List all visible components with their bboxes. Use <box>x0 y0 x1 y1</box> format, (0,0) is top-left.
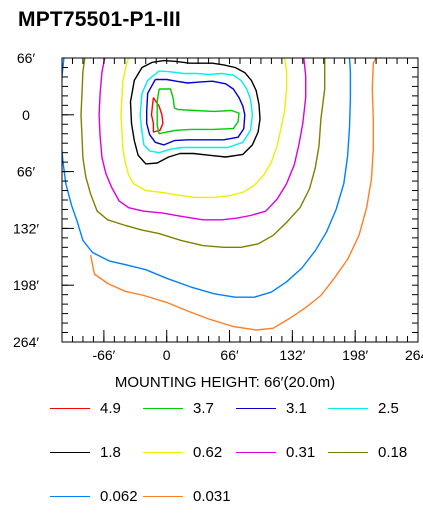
y-axis-ticks: 66′ 0 66′ 132′ 198′ 264′ <box>13 50 74 350</box>
x-tick-label: 198′ <box>342 347 368 363</box>
chart-title: MPT75501-P1-III <box>18 8 181 31</box>
x-tick-label: -66′ <box>92 347 115 363</box>
x-tick-label: 264′ <box>405 347 423 363</box>
contour-line-0-62 <box>120 58 288 199</box>
contour-line-0-031 <box>89 58 377 331</box>
x-tick-label: 0 <box>163 347 171 363</box>
contour-line-3-1 <box>145 78 246 146</box>
y-tick-label: 132′ <box>13 220 39 236</box>
y-tick-label: 198′ <box>13 277 39 293</box>
x-axis-ticks: -66′ 0 66′ 132′ 198′ 264′ <box>92 330 423 363</box>
contour-line-0-18 <box>80 58 326 249</box>
y-tick-label: 66′ <box>17 164 36 180</box>
contour-line-4-9 <box>150 97 164 133</box>
contour-lines <box>62 58 377 331</box>
x-tick-label: 132′ <box>279 347 305 363</box>
y-tick-label: 264′ <box>13 334 39 350</box>
x-axis-label: MOUNTING HEIGHT: 66′(20.0m) <box>114 374 336 391</box>
x-tick-label: 66′ <box>220 347 239 363</box>
contour-line-2-5 <box>139 70 254 154</box>
contour-line-1-8 <box>129 59 261 165</box>
contour-line-3-7 <box>156 88 240 135</box>
contour-line-0-062 <box>62 58 352 298</box>
y-tick-label: 0 <box>22 107 30 123</box>
y-tick-label: 66′ <box>17 50 36 66</box>
contour-line-0-31 <box>98 58 307 221</box>
